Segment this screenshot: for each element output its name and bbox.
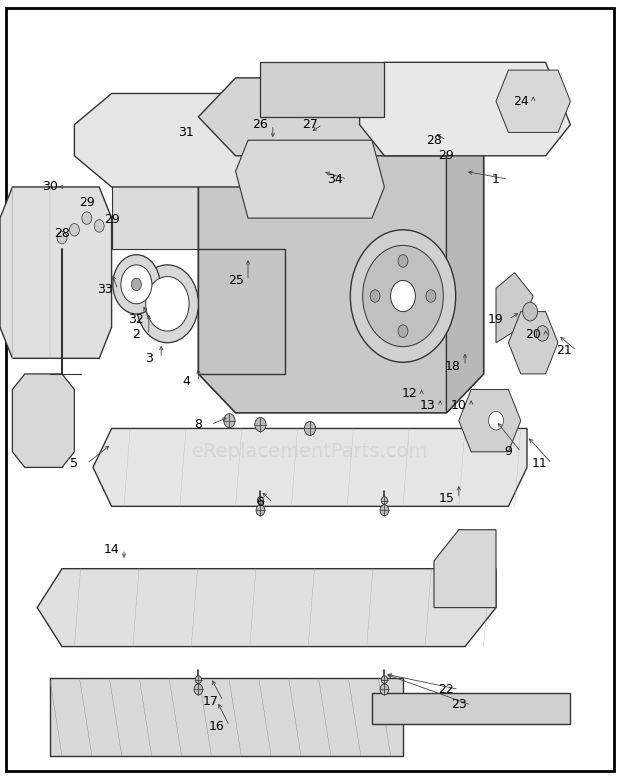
Text: 29: 29 [79,196,95,209]
Circle shape [381,676,388,684]
Circle shape [136,265,198,343]
Polygon shape [236,140,384,218]
Circle shape [69,224,79,236]
Text: 4: 4 [182,375,190,388]
Circle shape [381,497,388,505]
Polygon shape [260,62,384,117]
Text: 26: 26 [252,118,268,131]
Text: 6: 6 [257,496,264,509]
Text: 28: 28 [426,134,442,146]
Text: 17: 17 [203,695,219,707]
Text: 29: 29 [104,213,120,226]
Circle shape [255,418,266,432]
Polygon shape [446,117,484,413]
Text: 14: 14 [104,543,120,555]
Text: 30: 30 [42,181,58,193]
Text: 29: 29 [438,150,454,162]
Circle shape [398,255,408,267]
Polygon shape [496,273,533,343]
Circle shape [131,278,141,291]
Polygon shape [496,70,570,132]
Circle shape [370,290,380,302]
Text: 10: 10 [451,399,467,411]
Text: 32: 32 [128,313,144,326]
Text: eReplacementParts.com: eReplacementParts.com [192,442,428,461]
Text: 2: 2 [133,329,140,341]
Circle shape [256,505,265,516]
Text: 31: 31 [178,126,194,139]
Circle shape [363,245,443,347]
Circle shape [113,255,160,314]
Text: 16: 16 [209,720,225,732]
Circle shape [398,325,408,337]
Text: 27: 27 [302,118,318,131]
Polygon shape [360,62,570,156]
Text: 21: 21 [556,344,572,357]
Text: 13: 13 [420,399,436,411]
Text: 3: 3 [145,352,153,365]
Polygon shape [198,249,285,374]
Circle shape [195,676,202,684]
Polygon shape [508,312,558,374]
Text: 5: 5 [71,457,78,470]
Polygon shape [198,117,484,413]
Text: 23: 23 [451,699,467,711]
Circle shape [523,302,538,321]
Text: 28: 28 [54,227,70,240]
Circle shape [57,231,67,244]
Polygon shape [0,187,112,358]
Text: 1: 1 [492,173,500,185]
Text: 33: 33 [97,284,113,296]
Text: 18: 18 [445,360,461,372]
Circle shape [94,220,104,232]
Text: 12: 12 [401,387,417,400]
Circle shape [426,290,436,302]
Text: 22: 22 [438,683,454,696]
Text: 11: 11 [531,457,547,470]
Polygon shape [74,93,310,187]
Polygon shape [434,530,496,608]
Circle shape [224,414,235,428]
Circle shape [350,230,456,362]
Circle shape [391,280,415,312]
Circle shape [536,326,549,341]
Text: 34: 34 [327,173,343,185]
Circle shape [380,684,389,695]
Text: 24: 24 [513,95,529,108]
Text: 19: 19 [488,313,504,326]
Circle shape [304,421,316,435]
Text: 8: 8 [195,418,202,431]
Circle shape [82,212,92,224]
Polygon shape [12,374,74,467]
Circle shape [257,497,264,505]
Circle shape [489,411,503,430]
Text: 20: 20 [525,329,541,341]
Text: 9: 9 [505,446,512,458]
Polygon shape [93,428,527,506]
Polygon shape [112,171,198,249]
Polygon shape [37,569,496,647]
Circle shape [146,277,189,331]
Polygon shape [372,693,570,724]
Polygon shape [459,390,521,452]
Text: 15: 15 [438,492,454,505]
Circle shape [121,265,152,304]
Circle shape [380,505,389,516]
Circle shape [194,684,203,695]
Polygon shape [198,78,484,156]
Text: 25: 25 [228,274,244,287]
Polygon shape [50,678,403,756]
